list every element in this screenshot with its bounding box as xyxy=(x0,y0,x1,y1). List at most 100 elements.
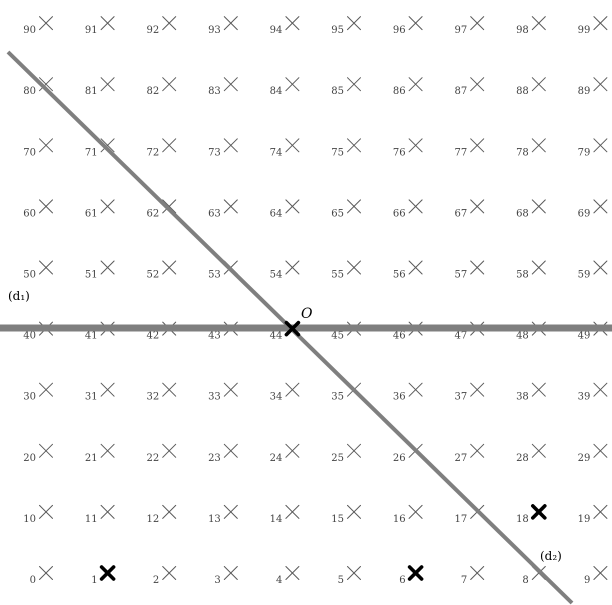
grid-label-66: 66 xyxy=(393,208,406,219)
grid-point-63 xyxy=(223,199,238,214)
grid-point-29 xyxy=(593,443,608,458)
grid-label-27: 27 xyxy=(454,453,467,464)
grid-label-31: 31 xyxy=(85,392,98,403)
grid-label-35: 35 xyxy=(331,392,344,403)
grid-point-3 xyxy=(223,566,238,580)
grid-point-79 xyxy=(593,138,608,153)
grid-label-59: 59 xyxy=(578,270,591,281)
grid-label-99: 99 xyxy=(578,25,591,36)
grid-point-91 xyxy=(100,16,115,31)
grid-label-48: 48 xyxy=(516,331,529,342)
grid-label-17: 17 xyxy=(454,514,467,525)
grid-label-36: 36 xyxy=(393,392,406,403)
grid-point-0 xyxy=(39,566,53,580)
grid-label-12: 12 xyxy=(146,514,159,525)
grid-label-56: 56 xyxy=(393,270,406,281)
grid-point-33 xyxy=(223,382,238,397)
grid-label-9: 9 xyxy=(584,575,590,586)
grid-point-12 xyxy=(162,504,177,519)
grid-point-96 xyxy=(408,16,423,31)
grid-point-84 xyxy=(285,77,300,92)
grid-point-27 xyxy=(470,443,485,458)
grid-point-31 xyxy=(100,382,115,397)
grid-label-82: 82 xyxy=(146,86,159,97)
grid-label-70: 70 xyxy=(23,147,36,158)
grid-point-82 xyxy=(162,77,177,92)
grid-label-75: 75 xyxy=(331,147,344,158)
grid-point-70 xyxy=(39,138,53,153)
grid-point-71 xyxy=(100,138,115,153)
grid-label-80: 80 xyxy=(23,86,36,97)
grid-label-79: 79 xyxy=(578,147,591,158)
grid-label-20: 20 xyxy=(23,453,36,464)
grid-label-40: 40 xyxy=(23,331,36,342)
grid-point-73 xyxy=(223,138,238,153)
grid-point-2 xyxy=(162,566,177,580)
grid-label-94: 94 xyxy=(270,25,283,36)
grid-label-53: 53 xyxy=(208,270,221,281)
grid-label-23: 23 xyxy=(208,453,221,464)
grid-label-38: 38 xyxy=(516,392,529,403)
grid-label-22: 22 xyxy=(146,453,159,464)
grid-label-28: 28 xyxy=(516,453,529,464)
highlighted-points xyxy=(99,320,547,581)
grid-point-38 xyxy=(531,382,546,397)
grid-label-91: 91 xyxy=(85,25,98,36)
grid-label-33: 33 xyxy=(208,392,221,403)
grid-label-83: 83 xyxy=(208,86,221,97)
grid-label-86: 86 xyxy=(393,86,406,97)
grid-point-10 xyxy=(39,504,53,519)
grid-point-57 xyxy=(470,260,485,275)
grid-point-60 xyxy=(39,199,53,214)
grid-point-13 xyxy=(223,504,238,519)
grid-label-15: 15 xyxy=(331,514,344,525)
origin-label: O xyxy=(301,306,313,322)
grid-label-63: 63 xyxy=(208,208,221,219)
grid-label-43: 43 xyxy=(208,331,221,342)
grid-point-90 xyxy=(39,16,53,31)
grid-label-32: 32 xyxy=(146,392,159,403)
grid-label-18: 18 xyxy=(516,514,529,525)
grid-point-62 xyxy=(162,199,177,214)
grid-point-16 xyxy=(408,504,423,519)
grid-point-21 xyxy=(100,443,115,458)
grid-point-97 xyxy=(470,16,485,31)
grid-point-5 xyxy=(347,566,361,580)
grid-point-58 xyxy=(531,260,546,275)
grid-label-19: 19 xyxy=(578,514,591,525)
grid-label-14: 14 xyxy=(270,514,283,525)
grid-point-7 xyxy=(470,566,485,580)
grid-point-77 xyxy=(470,138,485,153)
grid-label-61: 61 xyxy=(85,208,98,219)
grid-label-7: 7 xyxy=(461,575,467,586)
grid-label-72: 72 xyxy=(146,147,159,158)
grid-point-23 xyxy=(223,443,238,458)
grid-label-71: 71 xyxy=(85,147,98,158)
grid-point-61 xyxy=(100,199,115,214)
grid-point-65 xyxy=(347,199,361,214)
grid-point-85 xyxy=(347,77,361,92)
grid-label-13: 13 xyxy=(208,514,221,525)
grid-label-42: 42 xyxy=(146,331,159,342)
grid-label-90: 90 xyxy=(23,25,36,36)
grid-point-22 xyxy=(162,443,177,458)
grid-point-99 xyxy=(593,16,608,31)
grid-point-83 xyxy=(223,77,238,92)
grid-label-58: 58 xyxy=(516,270,529,281)
grid-point-75 xyxy=(347,138,361,153)
grid-point-39 xyxy=(593,382,608,397)
grid-point-94 xyxy=(285,16,300,31)
grid-label-50: 50 xyxy=(23,270,36,281)
grid-label-2: 2 xyxy=(153,575,159,586)
grid-label-54: 54 xyxy=(270,270,283,281)
grid-label-25: 25 xyxy=(331,453,344,464)
grid-point-95 xyxy=(347,16,361,31)
grid-label-47: 47 xyxy=(454,331,467,342)
grid-label-11: 11 xyxy=(85,514,98,525)
grid-label-65: 65 xyxy=(331,208,344,219)
grid-label-77: 77 xyxy=(454,147,467,158)
grid-point-98 xyxy=(531,16,546,31)
grid-point-36 xyxy=(408,382,423,397)
grid-point-74 xyxy=(285,138,300,153)
